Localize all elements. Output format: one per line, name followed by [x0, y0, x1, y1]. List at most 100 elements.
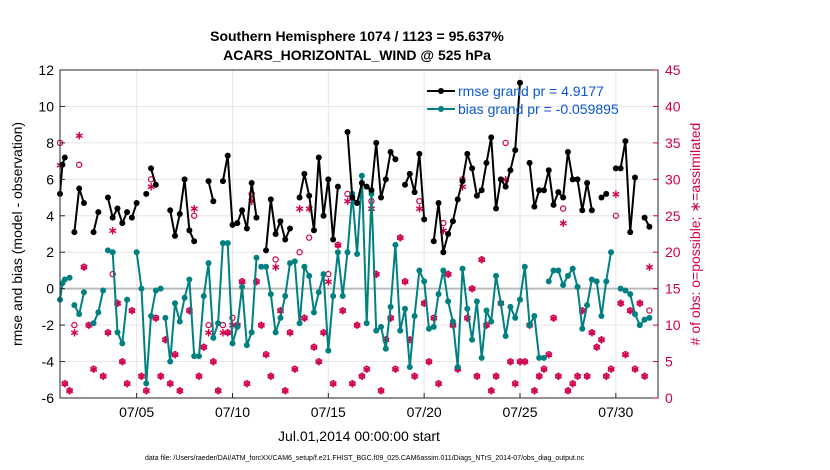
- obs-assimilated-marker: ∗: [644, 260, 654, 274]
- obs-possible-marker: [603, 372, 610, 380]
- rmse-data-point: [296, 194, 303, 201]
- obs-assimilated-marker: ∗: [175, 384, 185, 398]
- obs-assimilated-marker: ∗: [256, 318, 266, 332]
- rmse-data-point: [584, 179, 591, 186]
- obs-assimilated-marker: ∗: [592, 340, 602, 354]
- obs-assimilated-marker: ∗: [242, 376, 252, 390]
- y-tick-label: 8: [46, 135, 54, 151]
- obs-assimilated-marker: ∗: [204, 325, 214, 339]
- rmse-data-point: [579, 207, 586, 214]
- obs-assimilated-marker: ∗: [405, 333, 415, 347]
- bias-data-point: [564, 272, 571, 279]
- y-right-tick-label: 45: [665, 62, 681, 78]
- rmse-data-point: [143, 190, 150, 197]
- rmse-series-line: [73, 187, 85, 233]
- obs-assimilated-marker: ∗: [443, 267, 453, 281]
- bias-data-point: [334, 249, 341, 256]
- obs-possible-marker: [119, 358, 126, 365]
- rmse-data-point: [172, 232, 178, 239]
- y-axis-label-right: # of obs: o=possible; ∗=assimilated: [687, 123, 703, 346]
- obs-assimilated-marker: ∗: [620, 347, 630, 361]
- bias-data-point: [325, 347, 332, 354]
- rmse-data-point: [205, 178, 212, 185]
- rmse-data-point: [301, 170, 308, 177]
- x-tick-label: 07/10: [215, 404, 250, 420]
- obs-assimilated-marker: ∗: [520, 355, 530, 369]
- bias-data-point: [306, 272, 313, 279]
- bias-data-point: [569, 265, 576, 272]
- y-tick-label: -4: [42, 354, 55, 370]
- bias-data-point: [167, 358, 174, 365]
- bias-data-point: [406, 364, 413, 371]
- rmse-data-point: [358, 179, 365, 186]
- obs-possible-marker: [214, 387, 222, 394]
- rmse-data-point: [622, 138, 629, 145]
- bias-data-point: [234, 323, 241, 330]
- bias-data-point: [296, 320, 303, 327]
- obs-assimilated-marker: ∗: [304, 201, 314, 215]
- obs-assimilated-marker: ∗: [630, 362, 640, 376]
- bias-data-point: [310, 309, 317, 316]
- obs-possible-marker: [253, 278, 260, 285]
- obs-assimilated-marker: ∗: [606, 362, 616, 376]
- rmse-data-point: [119, 220, 126, 227]
- obs-assimilated-marker: ∗: [323, 274, 333, 288]
- obs-assimilated-marker: ∗: [328, 376, 338, 390]
- rmse-data-point: [569, 176, 576, 183]
- bias-data-point: [531, 313, 538, 319]
- obs-assimilated-marker: ∗: [117, 355, 127, 369]
- obs-possible-marker: [559, 205, 567, 212]
- bias-data-point: [243, 342, 250, 349]
- legend-bias-label: bias grand pr = -0.059895: [458, 101, 619, 117]
- legend: rmse grand pr = 4.9177 bias grand pr = -…: [427, 83, 619, 117]
- obs-assimilated-marker: ∗: [208, 355, 218, 369]
- obs-assimilated-marker: ∗: [419, 296, 429, 310]
- obs-possible-marker: [143, 387, 150, 394]
- obs-assimilated-marker: ∗: [103, 325, 113, 339]
- obs-assimilated-marker: ∗: [141, 384, 151, 398]
- y-right-tick-label: 25: [665, 208, 681, 224]
- rmse-data-point: [406, 170, 413, 177]
- bias-data-point: [181, 294, 188, 301]
- rmse-data-point: [229, 221, 236, 228]
- obs-possible-marker: [71, 321, 78, 329]
- obs-possible-marker: [75, 161, 83, 168]
- obs-possible-marker: [195, 372, 203, 380]
- bias-data-point: [157, 285, 164, 292]
- obs-assimilated-marker: ∗: [342, 194, 352, 208]
- rmse-series-line: [221, 154, 258, 230]
- bias-data-point: [425, 325, 432, 332]
- rmse-data-point: [540, 187, 547, 194]
- obs-assimilated-marker: ∗: [213, 384, 223, 398]
- rmse-data-point: [617, 165, 624, 172]
- obs-assimilated-marker: ∗: [414, 201, 424, 215]
- obs-assimilated-marker: ∗: [165, 376, 175, 390]
- obs-assimilated-marker: ∗: [568, 376, 578, 390]
- obs-possible-marker: [411, 372, 418, 380]
- rmse-data-point: [61, 154, 68, 161]
- obs-assimilated-marker: ∗: [501, 172, 511, 186]
- obs-possible-marker: [229, 314, 236, 322]
- obs-assimilated-marker: ∗: [170, 347, 180, 361]
- legend-rmse-label: rmse grand pr = 4.9177: [458, 83, 604, 99]
- data-file-footnote: data file: /Users/raeder/DAI/ATM_forcXX/…: [145, 455, 585, 462]
- obs-possible-marker: [641, 372, 648, 380]
- obs-possible-marker: [200, 343, 207, 351]
- obs-possible-marker: [334, 241, 342, 249]
- bias-data-point: [445, 298, 452, 305]
- obs-assimilated-marker: ∗: [434, 376, 444, 390]
- obs-possible-marker: [468, 285, 476, 292]
- bias-data-point: [330, 292, 337, 299]
- obs-possible-marker: [190, 212, 198, 219]
- obs-possible-marker: [353, 321, 361, 329]
- rmse-series-line: [298, 156, 339, 241]
- obs-possible-marker: [636, 300, 643, 307]
- rmse-data-point: [148, 165, 155, 172]
- bias-data-point: [502, 333, 509, 340]
- obs-assimilated-marker: ∗: [472, 369, 482, 383]
- obs-assimilated-marker: ∗: [486, 384, 496, 398]
- obs-possible-marker: [315, 358, 322, 365]
- y-right-tick-label: 20: [665, 244, 681, 260]
- obs-assimilated-marker: ∗: [89, 362, 99, 376]
- bias-data-point: [387, 303, 394, 310]
